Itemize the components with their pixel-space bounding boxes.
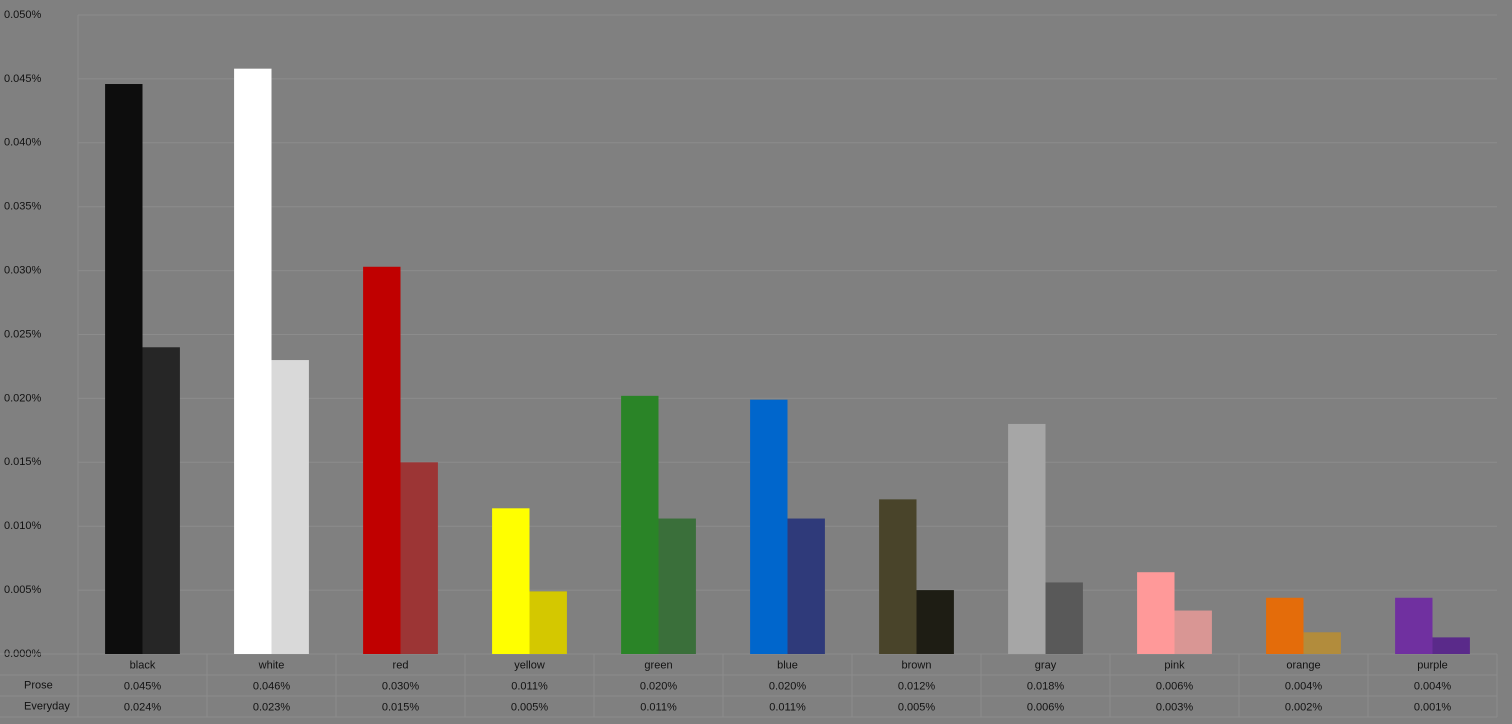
bar (879, 499, 917, 654)
bar (1395, 597, 1433, 654)
bar (621, 395, 659, 654)
data-table-value: 0.011% (640, 701, 677, 713)
bar (271, 360, 309, 654)
bar (1432, 637, 1470, 654)
bar (1303, 632, 1341, 654)
data-table-value: 0.012% (898, 680, 936, 692)
x-tick-label: yellow (514, 659, 545, 671)
y-tick-label: 0.015% (4, 456, 42, 468)
x-tick-label: orange (1286, 659, 1320, 671)
data-table-value: 0.003% (1156, 701, 1194, 713)
bar (105, 84, 143, 654)
bar (400, 462, 438, 654)
data-table-value: 0.001% (1414, 701, 1452, 713)
data-table-value: 0.030% (382, 680, 420, 692)
y-tick-label: 0.035% (4, 201, 42, 213)
bar (658, 518, 696, 654)
bar (492, 508, 530, 654)
bar (1174, 610, 1212, 654)
bar (916, 590, 954, 654)
bar (787, 518, 825, 654)
x-tick-label: pink (1164, 659, 1185, 671)
x-tick-label: blue (777, 659, 798, 671)
data-table-value: 0.005% (511, 701, 549, 713)
bar (529, 591, 567, 654)
y-tick-label: 0.040% (4, 137, 42, 149)
x-tick-label: white (258, 659, 285, 671)
bar (750, 399, 788, 654)
legend-label: Prose (24, 679, 53, 691)
data-table-value: 0.020% (640, 680, 678, 692)
x-tick-label: gray (1035, 659, 1057, 671)
data-table-value: 0.011% (511, 680, 548, 692)
y-tick-label: 0.010% (4, 520, 42, 532)
data-table-value: 0.018% (1027, 680, 1065, 692)
data-table-value: 0.023% (253, 701, 291, 713)
y-tick-label: 0.045% (4, 73, 42, 85)
y-tick-label: 0.025% (4, 328, 42, 340)
bar (1266, 597, 1304, 654)
bar (1045, 582, 1083, 654)
x-tick-label: red (393, 659, 409, 671)
x-tick-label: green (644, 659, 672, 671)
data-table-value: 0.015% (382, 701, 420, 713)
x-tick-label: brown (902, 659, 932, 671)
y-tick-label: 0.030% (4, 265, 42, 277)
data-table-value: 0.002% (1285, 701, 1323, 713)
data-table-value: 0.006% (1156, 680, 1194, 692)
data-table-value: 0.024% (124, 701, 162, 713)
bar (234, 68, 272, 654)
x-tick-label: black (130, 659, 156, 671)
bar (142, 347, 180, 654)
y-tick-label: 0.050% (4, 9, 42, 21)
data-table-value: 0.006% (1027, 701, 1065, 713)
bar (1137, 572, 1175, 654)
data-table-value: 0.004% (1285, 680, 1323, 692)
x-tick-label: purple (1417, 659, 1448, 671)
bar (363, 266, 401, 654)
y-tick-label: 0.020% (4, 392, 42, 404)
data-table-value: 0.020% (769, 680, 807, 692)
y-tick-label: 0.005% (4, 584, 42, 596)
legend-label: Everyday (24, 700, 70, 712)
data-table-value: 0.045% (124, 680, 162, 692)
data-table-value: 0.011% (769, 701, 806, 713)
bar (1008, 423, 1046, 654)
data-table-value: 0.005% (898, 701, 936, 713)
data-table-value: 0.046% (253, 680, 291, 692)
data-table-value: 0.004% (1414, 680, 1452, 692)
